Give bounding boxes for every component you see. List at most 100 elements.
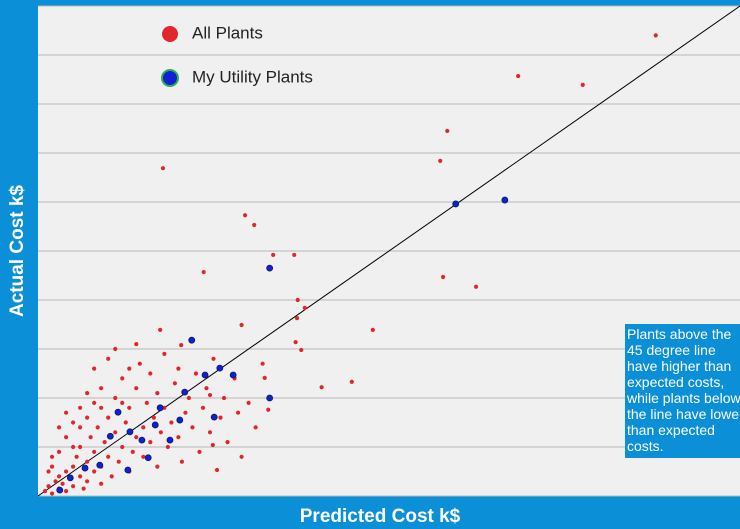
data-point	[120, 400, 125, 405]
data-point	[148, 371, 153, 376]
data-point	[293, 340, 298, 345]
data-point	[225, 440, 230, 445]
data-point	[252, 222, 257, 228]
data-point	[53, 479, 58, 484]
data-point	[88, 435, 93, 440]
data-point	[85, 459, 90, 464]
data-point	[207, 430, 213, 435]
data-point	[106, 454, 111, 459]
data-point	[211, 356, 216, 361]
data-point	[138, 436, 146, 444]
data-point	[63, 410, 69, 415]
data-point	[193, 371, 199, 376]
data-point	[158, 430, 163, 435]
data-point	[137, 361, 142, 366]
data-point	[71, 420, 76, 425]
data-point	[166, 436, 174, 444]
data-point	[63, 469, 69, 474]
data-point	[124, 466, 132, 474]
data-point	[46, 469, 51, 474]
data-point	[56, 425, 62, 430]
data-point	[260, 361, 265, 366]
data-point	[516, 73, 521, 79]
data-point	[295, 297, 300, 303]
data-point	[239, 322, 244, 328]
data-point	[262, 375, 267, 381]
data-point	[266, 407, 271, 412]
data-point	[242, 213, 248, 218]
legend-label: My Utility Plants	[192, 67, 313, 86]
data-point	[253, 425, 258, 430]
data-point	[186, 395, 192, 401]
data-point	[56, 474, 62, 479]
data-point	[60, 481, 65, 486]
data-point	[292, 252, 297, 258]
data-point	[99, 481, 104, 486]
data-point	[176, 366, 181, 371]
y-axis-label: Actual Cost k$	[7, 185, 28, 317]
data-point	[49, 454, 55, 459]
data-point	[126, 428, 134, 436]
data-point	[96, 461, 104, 469]
data-point	[266, 394, 274, 402]
data-point	[134, 342, 139, 347]
data-point	[210, 442, 215, 448]
data-point	[141, 425, 146, 430]
data-point	[114, 408, 122, 416]
data-point	[204, 386, 209, 391]
data-point	[580, 82, 585, 87]
data-point	[113, 395, 118, 401]
data-point	[95, 425, 100, 430]
data-point	[440, 274, 446, 280]
data-point	[148, 440, 153, 445]
data-point	[99, 405, 104, 410]
data-point	[92, 449, 97, 454]
data-point	[56, 486, 64, 494]
data-point	[49, 491, 55, 496]
data-point	[179, 459, 185, 464]
data-point	[214, 467, 220, 473]
data-point	[63, 489, 69, 494]
data-point	[78, 444, 83, 450]
data-point	[271, 252, 276, 258]
reference-line	[37, 5, 740, 497]
data-point	[42, 489, 48, 494]
data-point	[85, 479, 90, 484]
data-point	[113, 430, 118, 435]
data-point	[120, 444, 125, 450]
data-point	[179, 342, 184, 348]
data-point	[120, 376, 125, 381]
data-point	[239, 454, 244, 459]
data-point	[438, 158, 443, 163]
data-point	[46, 484, 51, 489]
legend-swatch	[161, 69, 179, 87]
data-point	[78, 474, 83, 479]
data-point	[85, 415, 90, 420]
data-point	[106, 415, 111, 420]
data-point	[155, 464, 160, 469]
data-point	[501, 196, 509, 204]
data-point	[183, 410, 188, 415]
data-point	[218, 415, 223, 420]
data-point	[319, 385, 324, 390]
data-point	[349, 379, 354, 384]
data-point	[155, 391, 160, 396]
data-point	[294, 316, 300, 321]
data-point	[210, 413, 218, 421]
data-point	[74, 454, 79, 459]
data-point	[102, 440, 107, 445]
data-point	[216, 364, 224, 372]
data-point	[106, 432, 114, 440]
data-point	[162, 351, 167, 356]
data-point	[92, 469, 97, 474]
data-point	[197, 449, 202, 454]
data-point	[144, 400, 149, 405]
data-point	[158, 327, 163, 332]
data-point	[63, 435, 69, 440]
data-point	[201, 269, 206, 275]
data-point	[207, 392, 213, 398]
data-point	[141, 454, 146, 459]
data-point	[221, 395, 227, 401]
data-point	[165, 444, 170, 450]
data-point	[134, 435, 139, 440]
